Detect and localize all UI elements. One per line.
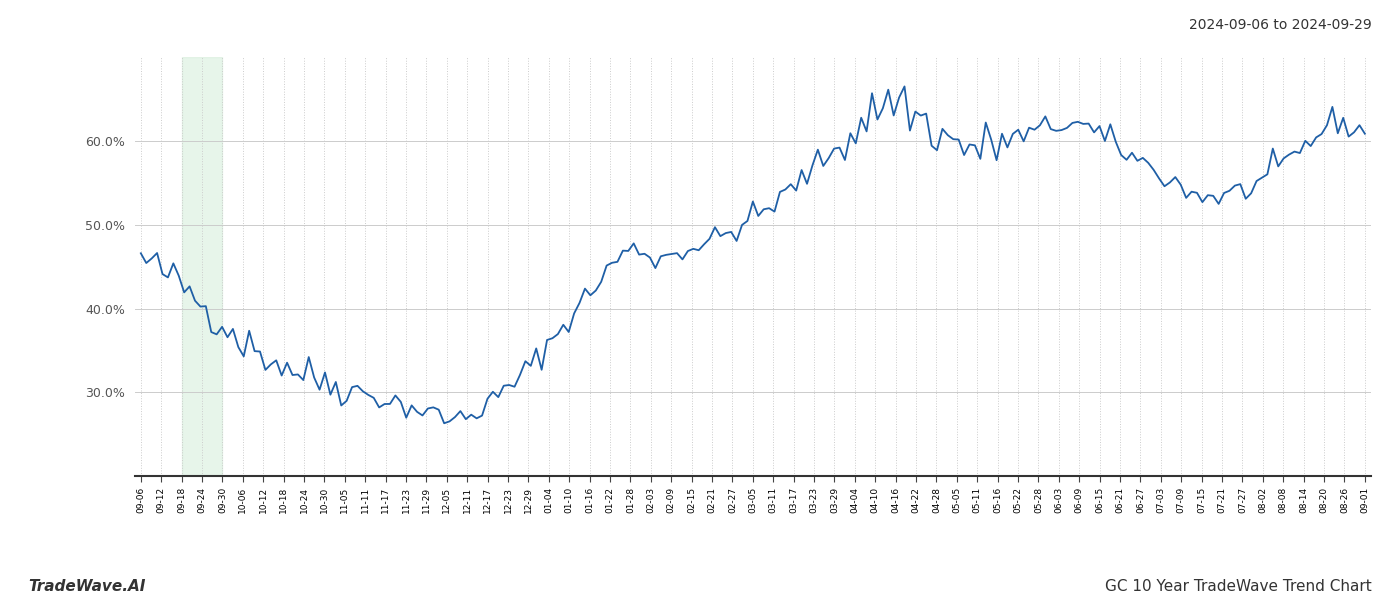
Bar [182, 57, 223, 476]
Text: 2024-09-06 to 2024-09-29: 2024-09-06 to 2024-09-29 [1189, 18, 1372, 32]
Text: GC 10 Year TradeWave Trend Chart: GC 10 Year TradeWave Trend Chart [1105, 579, 1372, 594]
Text: TradeWave.AI: TradeWave.AI [28, 579, 146, 594]
